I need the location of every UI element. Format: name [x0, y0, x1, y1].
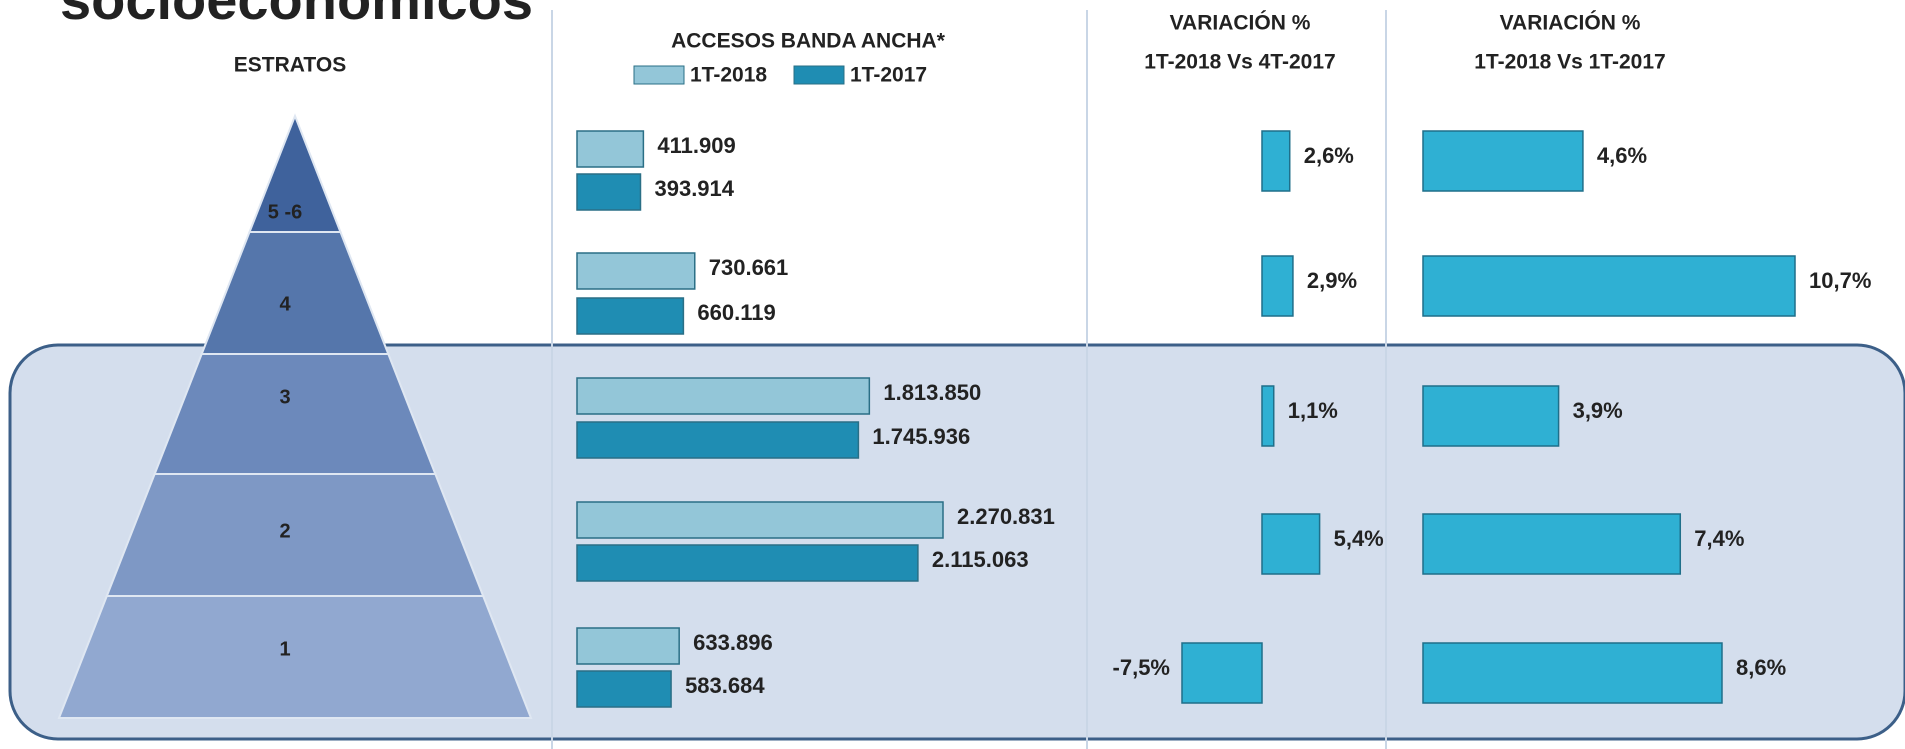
value-label: 411.909 [657, 133, 735, 158]
bar [576, 252, 696, 290]
value-label: 2,6% [1304, 143, 1354, 168]
value-label: 4,6% [1597, 143, 1647, 168]
bar [1261, 513, 1321, 575]
chart-title: ACCESOS BANDA ANCHA* [671, 30, 946, 53]
bar [576, 377, 871, 415]
pyramid-band [57, 595, 533, 719]
bar [576, 627, 680, 665]
category-label: 5 -6 [268, 201, 302, 223]
value-label: 2.270.831 [957, 504, 1055, 529]
bar [1422, 255, 1796, 317]
value-label: 393.914 [654, 176, 734, 201]
pyramid-band [153, 353, 437, 475]
value-label: 583.684 [685, 673, 765, 698]
bar [576, 501, 944, 539]
bar [576, 130, 645, 168]
bar [576, 173, 642, 211]
bar [1422, 130, 1584, 192]
bar [1261, 385, 1275, 447]
chart-title: VARIACIÓN % [1170, 11, 1311, 35]
bar [576, 544, 919, 582]
value-label: -7,5% [1113, 655, 1170, 680]
pyramid-band [200, 231, 390, 355]
value-label: 10,7% [1809, 268, 1871, 293]
bar [576, 670, 672, 708]
legend-label: 1T-2018 [690, 64, 767, 87]
legend-swatch [793, 65, 845, 85]
bar [1422, 385, 1560, 447]
value-label: 730.661 [709, 255, 789, 280]
legend-swatch [633, 65, 685, 85]
bar [1261, 130, 1291, 192]
bar [576, 421, 860, 459]
value-label: 660.119 [697, 300, 775, 325]
chart-subtitle: 1T-2018 Vs 4T-2017 [1144, 51, 1335, 74]
bar [1261, 255, 1294, 317]
value-label: 1.813.850 [883, 380, 981, 405]
category-label: 3 [279, 386, 290, 408]
value-label: 8,6% [1736, 655, 1786, 680]
bar [1422, 513, 1682, 575]
value-label: 633.896 [693, 630, 773, 655]
value-label: 7,4% [1694, 526, 1744, 551]
bar [1181, 642, 1263, 704]
category-title: ESTRATOS [234, 54, 346, 77]
pyramid-band [105, 473, 485, 597]
category-label: 1 [279, 638, 290, 660]
value-label: 1.745.936 [872, 424, 970, 449]
bar [1422, 642, 1723, 704]
value-label: 3,9% [1573, 398, 1623, 423]
category-label: 4 [279, 293, 291, 315]
category-label: 2 [279, 520, 290, 542]
value-label: 5,4% [1334, 526, 1384, 551]
chart-subtitle: 1T-2018 Vs 1T-2017 [1474, 51, 1665, 74]
legend-label: 1T-2017 [850, 64, 927, 87]
page-title: socioeconómicos [60, 0, 533, 31]
value-label: 1,1% [1288, 398, 1338, 423]
chart-title: VARIACIÓN % [1500, 11, 1641, 35]
value-label: 2.115.063 [932, 547, 1029, 572]
bar [576, 297, 685, 335]
value-label: 2,9% [1307, 268, 1357, 293]
